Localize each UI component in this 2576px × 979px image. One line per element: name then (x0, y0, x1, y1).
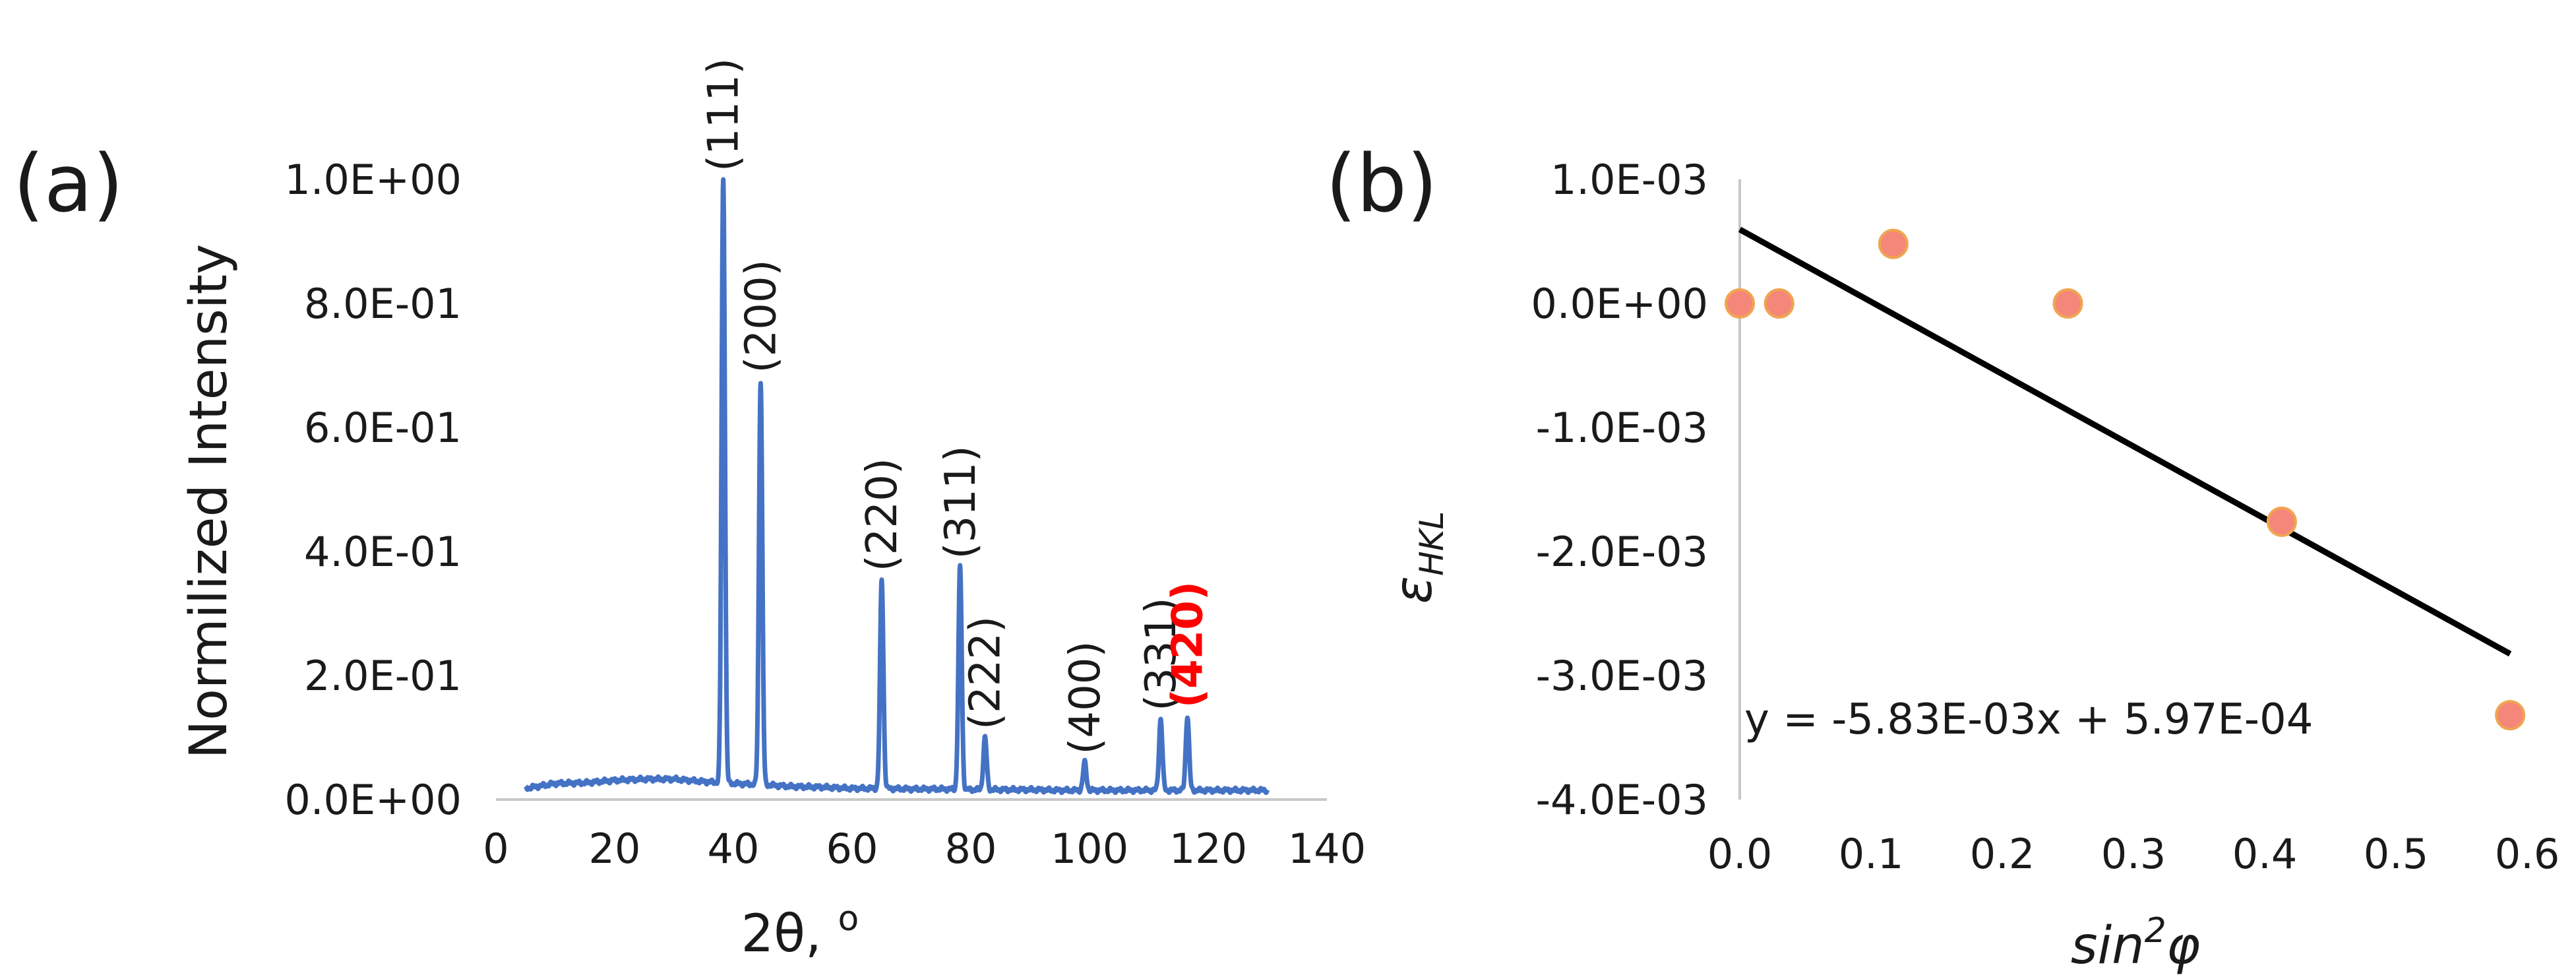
panel-b-x-tick-label: 0.6 (2495, 830, 2560, 878)
panel-a-peak-labels: (111) (200) (220) (311) (222) (400) (331)(420) (700, 58, 1213, 755)
panel-a-y-axis-title: Normilized Intensity (179, 244, 239, 759)
data-point (1878, 228, 1909, 259)
trendline (1738, 226, 2512, 657)
panel-a-x-tick-label: 120 (1169, 825, 1247, 873)
panel-b-y-tick-label: -3.0E-03 (1536, 652, 1708, 700)
panel-a-x-tick-label: 100 (1051, 825, 1128, 873)
panel-b-plot-area (1725, 226, 2526, 731)
panel-a-x-tick-label: 80 (945, 825, 997, 873)
panel-b-y-tick-label: -4.0E-03 (1536, 776, 1708, 824)
panel-a-plot-area (524, 177, 1270, 796)
panel-a-y-ticks: 0.0E+00 2.0E-01 4.0E-01 6.0E-01 8.0E-01 1.0E+… (284, 156, 462, 824)
xrd-intensity-line (524, 177, 1270, 796)
panel-b-y-tick-label: 1.0E-03 (1550, 156, 1708, 204)
panel-a-x-tick-label: 20 (589, 825, 641, 873)
panel-a-x-tick-label: 0 (483, 825, 508, 873)
panel-a-y-tick-label: 6.0E-01 (304, 404, 462, 452)
peak-label: (111) (700, 58, 749, 172)
panel-b-x-tick-label: 0.5 (2364, 830, 2429, 878)
panel-a-y-tick-label: 4.0E-01 (304, 528, 462, 576)
data-point (2495, 700, 2526, 731)
peak-label: (220) (858, 458, 907, 571)
panel-b: (b) 1.0E-03 0.0E+00 -1.0E-03 -2.0E-03 -3.0E-… (1326, 139, 2560, 976)
data-point (2266, 506, 2297, 537)
peak-label: (222) (962, 616, 1010, 730)
panel-b-y-axis-title: εHKL (1384, 511, 1451, 604)
panel-b-y-tick-label: -2.0E-03 (1536, 528, 1708, 576)
trendline-equation: y = -5.83E-03x + 5.97E-04 (1744, 695, 2313, 744)
panel-b-y-tick-label: 0.0E+00 (1531, 280, 1708, 328)
panel-a-y-tick-label: 1.0E+00 (284, 156, 462, 204)
panel-a-x-tick-label: 60 (826, 825, 878, 873)
panel-b-label: (b) (1326, 139, 1438, 230)
peak-label: (311) (936, 445, 985, 559)
data-point (1763, 288, 1794, 319)
peak-label: (331) (1137, 598, 1186, 711)
panel-b-x-axis-title: sin2φ (2071, 911, 2200, 976)
panel-b-y-ticks: 1.0E-03 0.0E+00 -1.0E-03 -2.0E-03 -3.0E-03 -4… (1531, 156, 1708, 824)
panel-a-x-tick-label: 40 (708, 825, 760, 873)
panel-a-x-ticks: 0 20 40 60 80 100 120 140 (483, 825, 1366, 873)
panel-b-x-tick-label: 0.2 (1970, 830, 2035, 878)
panel-b-x-tick-label: 0.0 (1707, 830, 1773, 878)
panel-b-y-tick-label: -1.0E-03 (1536, 404, 1708, 452)
peak-label: (200) (737, 259, 785, 373)
panel-b-x-tick-label: 0.1 (1839, 830, 1904, 878)
panel-b-x-tick-label: 0.3 (2101, 830, 2166, 878)
panel-b-x-ticks: 0.0 0.1 0.2 0.3 0.4 0.5 0.6 (1707, 830, 2560, 878)
panel-a: (a) 0.0E+00 2.0E-01 4.0E-01 6.0E-01 8.0E-01 1… (13, 58, 1366, 964)
data-point (1725, 288, 1755, 319)
panel-a-y-tick-label: 2.0E-01 (304, 652, 462, 700)
panel-b-x-tick-label: 0.4 (2232, 830, 2298, 878)
panel-a-label: (a) (13, 139, 123, 230)
panel-a-x-tick-label: 140 (1288, 825, 1366, 873)
panel-a-y-tick-label: 8.0E-01 (304, 280, 462, 328)
panel-a-y-tick-label: 0.0E+00 (284, 776, 462, 824)
peak-label: (400) (1061, 641, 1110, 755)
data-point (2052, 288, 2083, 319)
panel-a-x-axis-title: 2θ, o (741, 899, 859, 964)
peak-label: (420) (1164, 581, 1213, 708)
